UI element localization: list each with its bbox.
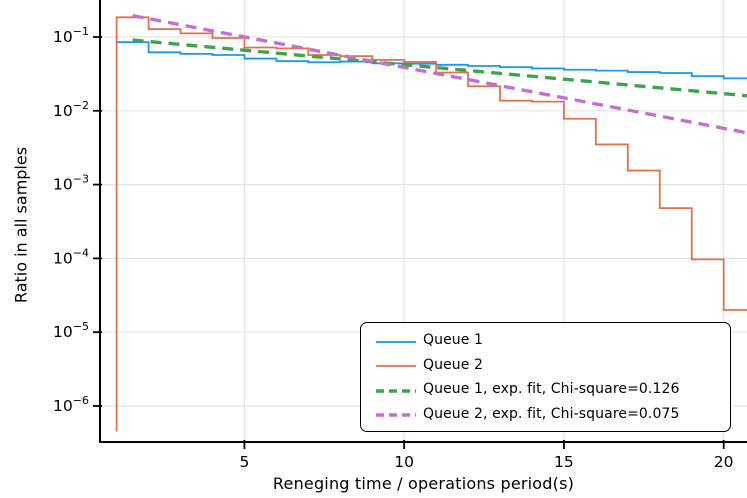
series-fit-3 [132,38,747,98]
x-tick-label: 5 [239,453,249,471]
legend-label: Queue 2 [423,356,484,373]
x-tick-label: 20 [714,453,734,471]
legend-label: Queue 2, exp. fit, Chi-square=0.075 [423,405,680,422]
legend-item: Queue 2 [376,353,730,378]
y-tick-label: 10−1 [53,25,89,46]
y-tick-label: 10−2 [53,99,89,120]
y-tick-label: 10−5 [53,320,89,341]
y-tick-label: 10−3 [53,173,89,194]
legend-label: Queue 1 [423,332,484,349]
x-tick-label: 15 [554,453,574,471]
legend-line-sample [376,404,416,423]
series-group [115,13,747,432]
legend: Queue 1 Queue 2 Queue 1, exp. fit, Chi-squ… [360,322,731,432]
y-tick-label: 10−6 [53,394,89,415]
legend-line-sample [376,331,416,350]
legend-line-sample [376,380,416,399]
series-fit-4 [132,13,747,135]
series-step-2 [115,16,747,432]
legend-item: Queue 1 [376,328,730,353]
axes: 10−1 10−2 10−3 10−4 10−5 10−6 5 10 15 20 [53,0,747,471]
x-axis-label: Reneging time / operations period(s) [272,474,575,493]
x-tick-label: 10 [394,453,414,471]
legend-item: Queue 1, exp. fit, Chi-square=0.126 [376,377,730,402]
legend-label: Queue 1, exp. fit, Chi-square=0.126 [423,381,680,398]
legend-line-sample [376,355,416,374]
legend-item: Queue 2, exp. fit, Chi-square=0.075 [376,402,730,427]
y-axis-label: Ratio in all samples [11,146,31,304]
y-tick-label: 10−4 [53,246,89,267]
